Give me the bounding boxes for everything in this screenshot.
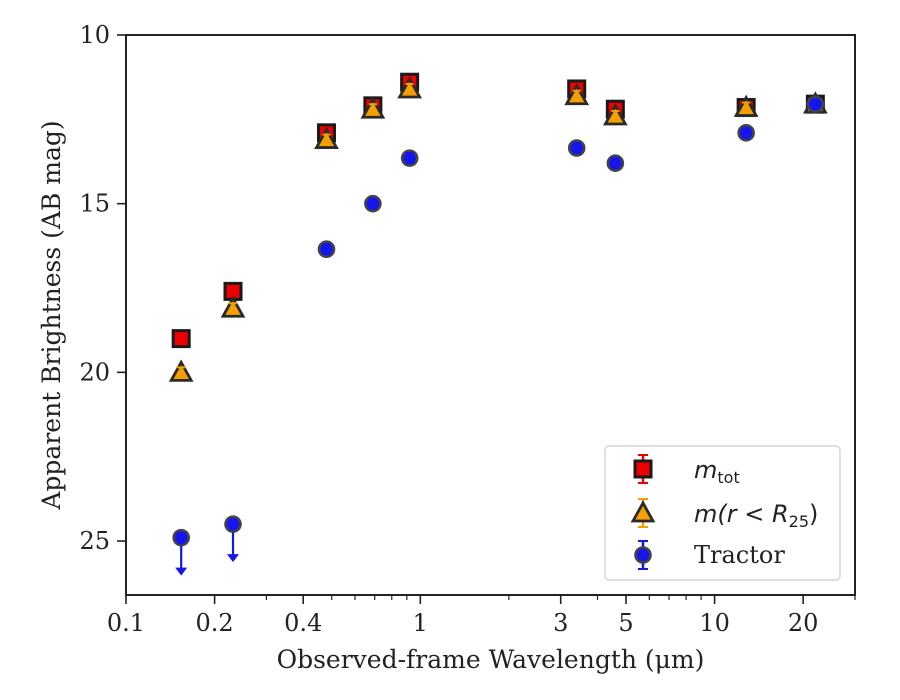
upper-limit-arrowhead [227, 554, 240, 563]
legend-label-mtot: mtot [694, 456, 740, 487]
legend-marker-square [633, 459, 653, 479]
legend-marker-circle [634, 546, 652, 564]
legend: mtot m(r < R25) Tractor [604, 445, 841, 581]
x-tick-label: 0.1 [107, 609, 145, 637]
y-tick-label: 20 [79, 358, 110, 386]
x-tick-label: 0.4 [284, 609, 322, 637]
x-tick-label: 10 [699, 609, 730, 637]
legend-box [604, 445, 841, 581]
legend-markers [630, 454, 656, 570]
x-tick-label: 3 [553, 609, 568, 637]
x-tick-label: 0.2 [196, 609, 234, 637]
legend-label-mr25: m(r < R25) [694, 500, 818, 531]
y-axis-title: Apparent Brightness (AB mag) [37, 120, 66, 510]
x-axis-title: Observed-frame Wavelength (μm) [277, 645, 705, 674]
series-triangle [168, 76, 828, 382]
axis-ticks: 0.1 0.2 0.4 1 3 5 10 20 10 15 20 25 [79, 21, 856, 637]
y-tick-label: 15 [79, 190, 110, 218]
legend-label-tractor: Tractor [694, 541, 785, 569]
x-tick-label: 20 [788, 609, 819, 637]
data-markers [168, 72, 828, 576]
x-tick-label: 5 [618, 609, 633, 637]
y-tick-label: 25 [79, 527, 110, 555]
x-tick-label: 1 [413, 609, 428, 637]
y-tick-label: 10 [79, 21, 110, 49]
upper-limit-arrowhead [175, 567, 188, 576]
series-circle [172, 95, 825, 576]
legend-marker-triangle [630, 500, 656, 523]
